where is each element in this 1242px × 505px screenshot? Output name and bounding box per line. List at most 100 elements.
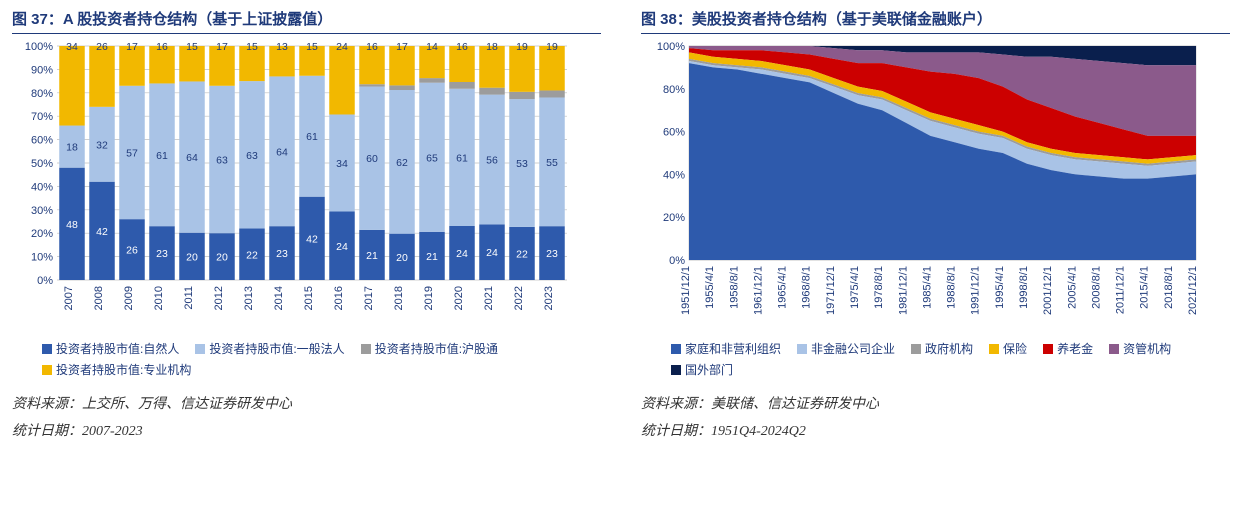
svg-text:1995/4/1: 1995/4/1 [994, 266, 1006, 309]
svg-text:20: 20 [396, 252, 408, 264]
svg-text:22: 22 [246, 249, 258, 261]
legend-item: 家庭和非营利组织 [671, 340, 781, 357]
svg-text:1968/8/1: 1968/8/1 [801, 266, 813, 309]
svg-text:2023: 2023 [543, 286, 555, 310]
svg-text:61: 61 [306, 131, 318, 143]
svg-text:42: 42 [96, 226, 108, 238]
svg-text:2010: 2010 [153, 286, 165, 310]
svg-text:32: 32 [96, 139, 108, 151]
legend-label: 资管机构 [1123, 340, 1171, 357]
svg-text:24: 24 [336, 241, 348, 253]
legend-swatch [911, 344, 921, 354]
svg-text:0%: 0% [37, 275, 53, 287]
svg-text:26: 26 [126, 245, 138, 257]
figure-38-title: 图 38：美股投资者持仓结构（基于美联储金融账户） [641, 8, 1230, 34]
svg-text:64: 64 [276, 146, 288, 158]
svg-text:17: 17 [216, 41, 228, 53]
svg-text:90%: 90% [31, 64, 53, 76]
svg-text:50%: 50% [31, 158, 53, 170]
svg-text:26: 26 [96, 41, 108, 53]
svg-text:1965/4/1: 1965/4/1 [777, 266, 789, 309]
legend-item: 政府机构 [911, 340, 973, 357]
legend-label: 家庭和非营利组织 [685, 340, 781, 357]
figure-row: 图 37：A 股投资者持仓结构（基于上证披露值） 0%10%20%30%40%5… [12, 8, 1230, 445]
svg-text:60%: 60% [31, 135, 53, 147]
figure-37-legend: 投资者持股市值:自然人投资者持股市值:一般法人 投资者持股市值:沪股通投资者持股市… [12, 340, 601, 378]
svg-text:1991/12/1: 1991/12/1 [970, 266, 982, 315]
svg-text:16: 16 [156, 41, 168, 53]
svg-text:2020: 2020 [453, 286, 465, 310]
svg-text:40%: 40% [31, 181, 53, 193]
svg-text:15: 15 [186, 41, 198, 53]
svg-text:34: 34 [66, 41, 78, 53]
svg-text:2013: 2013 [243, 286, 255, 310]
svg-text:1978/8/1: 1978/8/1 [873, 266, 885, 309]
legend-swatch [1109, 344, 1119, 354]
svg-text:1958/8/1: 1958/8/1 [728, 266, 740, 309]
svg-text:1985/4/1: 1985/4/1 [921, 266, 933, 309]
svg-text:63: 63 [246, 150, 258, 162]
legend-item: 资管机构 [1109, 340, 1171, 357]
svg-text:48: 48 [66, 219, 78, 231]
svg-text:16: 16 [456, 41, 468, 53]
period-text: 统计日期：2007-2023 [12, 419, 601, 446]
svg-text:24: 24 [486, 247, 498, 259]
legend-item: 国外部门 [671, 361, 733, 378]
svg-text:42: 42 [306, 233, 318, 245]
svg-text:2012: 2012 [213, 286, 225, 310]
svg-text:22: 22 [516, 248, 528, 260]
svg-text:17: 17 [396, 41, 408, 53]
svg-text:15: 15 [306, 41, 318, 53]
svg-text:1961/12/1: 1961/12/1 [752, 266, 764, 315]
svg-text:23: 23 [276, 248, 288, 260]
legend-item: 投资者持股市值:专业机构 [42, 361, 191, 378]
svg-text:18: 18 [66, 142, 78, 154]
legend-swatch [195, 344, 205, 354]
svg-text:16: 16 [366, 41, 378, 53]
figure-38-source: 资料来源：美联储、信达证券研发中心 统计日期：1951Q4-2024Q2 [641, 392, 1230, 445]
svg-text:1981/12/1: 1981/12/1 [897, 266, 909, 315]
svg-text:61: 61 [156, 150, 168, 162]
figure-38: 图 38：美股投资者持仓结构（基于美联储金融账户） 0%20%40%60%80%… [641, 8, 1230, 445]
svg-text:2021: 2021 [483, 286, 495, 310]
svg-text:2008: 2008 [93, 286, 105, 310]
svg-text:23: 23 [546, 248, 558, 260]
svg-text:15: 15 [246, 41, 258, 53]
legend-swatch [671, 344, 681, 354]
svg-text:2009: 2009 [123, 286, 135, 310]
svg-text:19: 19 [516, 41, 528, 53]
legend-label: 非金融公司企业 [811, 340, 895, 357]
legend-label: 国外部门 [685, 361, 733, 378]
svg-text:1955/4/1: 1955/4/1 [704, 266, 716, 309]
legend-item: 投资者持股市值:自然人 [42, 340, 179, 357]
legend-label: 投资者持股市值:沪股通 [375, 340, 498, 357]
svg-text:30%: 30% [31, 205, 53, 217]
svg-text:1975/4/1: 1975/4/1 [849, 266, 861, 309]
svg-text:63: 63 [216, 154, 228, 166]
svg-text:20: 20 [186, 251, 198, 263]
svg-text:40%: 40% [663, 169, 685, 181]
svg-text:23: 23 [156, 248, 168, 260]
svg-text:2011/12/1: 2011/12/1 [1115, 266, 1127, 314]
figure-37-source: 资料来源：上交所、万得、信达证券研发中心 统计日期：2007-2023 [12, 392, 601, 445]
legend-label: 投资者持股市值:专业机构 [56, 361, 191, 378]
svg-text:100%: 100% [657, 41, 685, 53]
svg-text:20%: 20% [663, 212, 685, 224]
figure-38-legend: 家庭和非营利组织非金融公司企业政府机构保险养老金资管机构国外部门 [641, 340, 1230, 378]
legend-item: 投资者持股市值:一般法人 [195, 340, 344, 357]
svg-text:2022: 2022 [513, 286, 525, 310]
figure-37-chart: 0%10%20%30%40%50%60%70%80%90%100%4818344… [12, 38, 601, 338]
svg-text:2019: 2019 [423, 286, 435, 310]
svg-text:24: 24 [456, 248, 468, 260]
svg-text:70%: 70% [31, 111, 53, 123]
legend-label: 投资者持股市值:自然人 [56, 340, 179, 357]
svg-text:2018/8/1: 2018/8/1 [1163, 266, 1175, 309]
svg-text:2016: 2016 [333, 286, 345, 310]
svg-text:21: 21 [426, 251, 438, 263]
svg-text:64: 64 [186, 152, 198, 164]
svg-text:62: 62 [396, 157, 408, 169]
svg-text:1988/8/1: 1988/8/1 [946, 266, 958, 309]
svg-text:19: 19 [546, 41, 558, 53]
svg-text:80%: 80% [31, 88, 53, 100]
legend-swatch [989, 344, 999, 354]
